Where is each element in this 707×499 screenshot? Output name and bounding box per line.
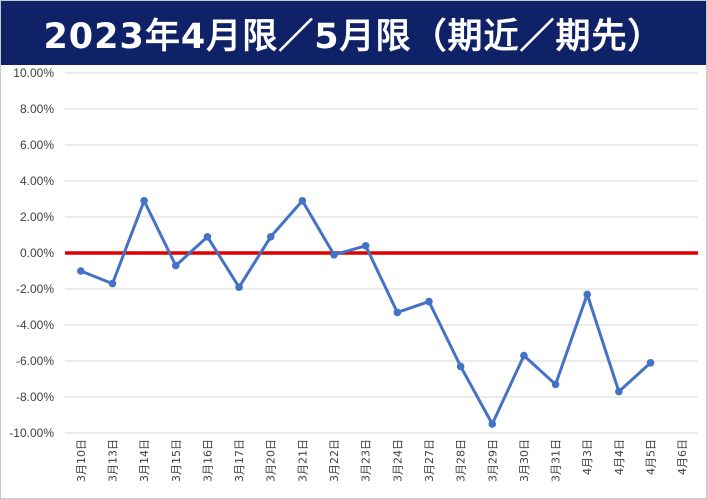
data-point (266, 233, 275, 241)
x-tick-label: 3月14日 (138, 439, 151, 482)
y-tick-label: -10.00% (9, 426, 54, 440)
x-tick-label: 3月15日 (170, 439, 183, 482)
x-tick-label: 3月13日 (106, 439, 119, 482)
data-point (456, 362, 465, 371)
data-point (171, 261, 180, 270)
x-tick-label: 3月28日 (455, 439, 468, 482)
data-point (393, 308, 402, 317)
x-tick-label: 4月4日 (613, 439, 626, 475)
data-point (520, 351, 528, 360)
y-tick-label: 10.00% (13, 66, 54, 80)
x-tick-label: 3月24日 (391, 439, 404, 482)
data-point (203, 233, 212, 241)
y-tick-label: 6.00% (20, 138, 54, 152)
x-tick-label: 3月30日 (518, 439, 531, 482)
x-tick-label: 4月3日 (581, 439, 594, 475)
y-tick-label: -8.00% (16, 390, 54, 404)
data-point (298, 197, 307, 205)
data-point (583, 290, 592, 299)
y-axis: 10.00% 8.00% 6.00% 4.00% 2.00% 0.00% -2.00% -4.… (9, 66, 54, 440)
y-tick-label: 0.00% (20, 246, 54, 260)
x-tick-label: 3月10日 (75, 439, 88, 482)
x-tick-label: 3月17日 (233, 439, 246, 482)
x-axis: 3月10日 3月13日 3月14日 3月15日 3月16日 3月17日 3月20日 3月21日… (75, 439, 689, 482)
data-point (140, 197, 148, 205)
y-tick-label: -6.00% (16, 354, 54, 368)
series-line (80, 199, 652, 426)
data-point (646, 359, 655, 367)
chart-title: 2023年4月限／5月限（期近／期先） (43, 16, 664, 57)
data-point (330, 251, 338, 259)
x-tick-label: 3月16日 (201, 439, 214, 482)
x-tick-label: 3月31日 (550, 439, 563, 482)
x-tick-label: 4月6日 (676, 439, 689, 475)
x-tick-label: 3月27日 (423, 439, 436, 482)
data-point (361, 242, 370, 250)
data-point (551, 380, 560, 389)
x-tick-label: 3月22日 (328, 439, 341, 482)
data-point (488, 420, 497, 428)
x-tick-label: 3月20日 (265, 439, 278, 482)
series-group (77, 197, 655, 428)
x-tick-label: 4月5日 (645, 439, 658, 475)
data-point (235, 283, 243, 292)
data-point (108, 279, 117, 288)
y-tick-label: 4.00% (20, 174, 54, 188)
y-tick-label: -2.00% (16, 282, 54, 296)
x-tick-label: 3月29日 (486, 439, 499, 482)
y-tick-label: 2.00% (20, 210, 54, 224)
x-tick-label: 3月21日 (296, 439, 309, 482)
y-tick-label: 8.00% (20, 102, 54, 116)
chart-title-banner: 2023年4月限／5月限（期近／期先） (1, 1, 706, 65)
data-point (77, 267, 85, 275)
x-tick-label: 3月23日 (360, 439, 373, 482)
data-point (615, 387, 623, 396)
y-tick-label: -4.00% (16, 318, 54, 332)
data-point (425, 297, 433, 306)
